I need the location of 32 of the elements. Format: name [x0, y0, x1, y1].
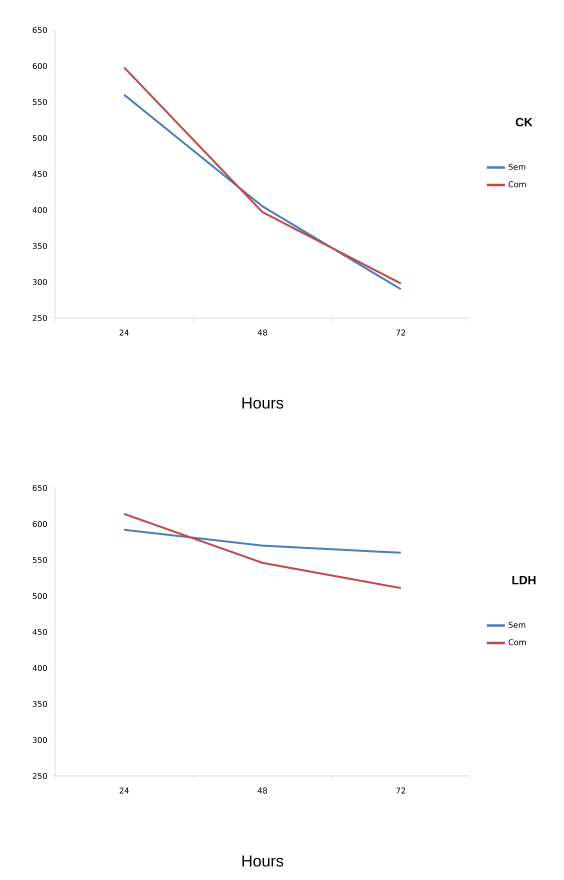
y-tick-label: 650 [32, 484, 47, 492]
y-tick-label: 550 [32, 98, 47, 106]
legend-label: Sem [508, 164, 526, 170]
y-tick-label: 600 [32, 62, 47, 70]
y-tick-label: 400 [32, 664, 47, 672]
x-axis-title: Hours [242, 855, 284, 867]
x-tick-label: 24 [120, 788, 129, 794]
y-tick-label: 450 [32, 628, 47, 636]
y-tick-label: 550 [32, 556, 47, 564]
x-tick-label: 48 [258, 788, 268, 794]
y-tick-label: 300 [32, 278, 47, 286]
y-tick-label: 650 [32, 26, 47, 34]
y-tick-label: 600 [32, 520, 47, 528]
legend-title: LDH [512, 576, 536, 584]
legend-label: Sem [508, 622, 526, 628]
y-tick-label: 400 [32, 206, 47, 214]
y-tick-label: 250 [32, 314, 47, 322]
x-tick-label: 72 [396, 330, 406, 336]
y-tick-label: 500 [32, 592, 47, 600]
legend-label: Com [508, 639, 526, 646]
legend-label: Com [508, 181, 526, 188]
y-tick-label: 350 [32, 700, 47, 708]
y-tick-label: 500 [32, 134, 47, 142]
x-tick-label: 72 [396, 788, 406, 794]
y-tick-label: 350 [32, 242, 47, 250]
x-tick-label: 24 [120, 330, 129, 336]
legend-title: CK [516, 118, 532, 126]
x-axis-title: Hours [242, 397, 284, 409]
y-tick-label: 300 [32, 736, 47, 744]
y-tick-label: 450 [32, 170, 47, 178]
y-tick-label: 250 [32, 772, 47, 780]
x-tick-label: 48 [258, 330, 268, 336]
